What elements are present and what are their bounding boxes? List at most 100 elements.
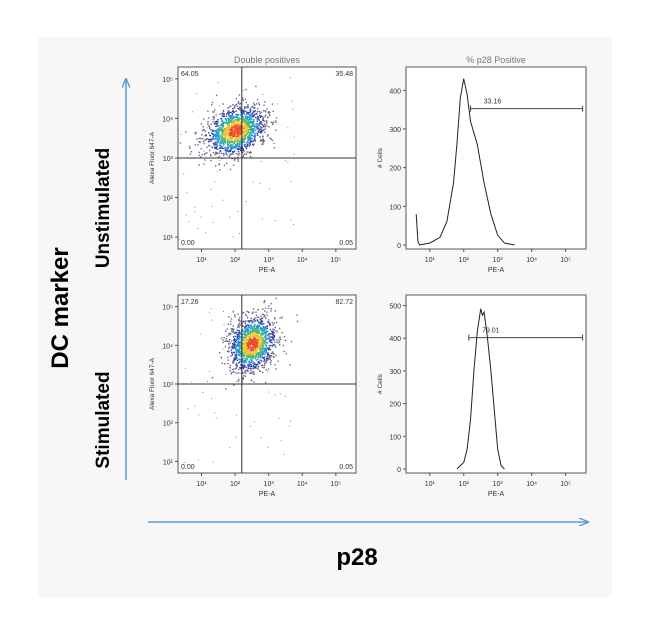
event-point (258, 125, 260, 127)
event-point (259, 353, 261, 356)
event-point (230, 153, 232, 156)
event-point (275, 368, 277, 370)
event-point (237, 128, 239, 131)
event-point (257, 348, 259, 350)
event-point (219, 135, 221, 137)
event-point (260, 339, 262, 341)
event-point (257, 309, 259, 311)
event-point (241, 149, 244, 152)
event-point (245, 117, 247, 119)
event-point (221, 136, 223, 139)
event-point (230, 137, 232, 139)
event-point (262, 344, 264, 346)
event-point (246, 112, 248, 114)
event-point (251, 342, 253, 345)
outlier-point (223, 324, 225, 326)
event-point (252, 340, 254, 343)
event-point (236, 329, 238, 332)
x-tick-label: 10³ (493, 481, 504, 488)
event-point (249, 348, 252, 350)
event-point (236, 365, 238, 367)
event-point (243, 333, 245, 335)
event-point (236, 135, 238, 138)
outlier-point (214, 181, 216, 183)
event-point (229, 131, 231, 133)
event-point (238, 152, 241, 155)
event-point (207, 123, 209, 125)
event-point (254, 331, 256, 334)
event-point (238, 132, 240, 134)
event-point (254, 327, 256, 330)
event-point (240, 148, 242, 150)
event-point (257, 326, 260, 329)
event-point (239, 350, 242, 352)
event-point (269, 137, 271, 139)
event-point (251, 358, 253, 361)
event-point (241, 119, 244, 121)
event-point (244, 116, 246, 118)
event-point (215, 122, 217, 125)
event-point (240, 340, 242, 343)
event-point (221, 127, 223, 129)
outlier-point (188, 221, 190, 222)
event-point (233, 384, 235, 386)
event-point (237, 137, 240, 140)
event-point (206, 152, 208, 154)
event-point (246, 130, 248, 133)
event-point (240, 346, 242, 348)
event-point (228, 110, 230, 112)
event-point (246, 357, 248, 360)
event-point (233, 134, 235, 136)
event-point (250, 343, 252, 345)
event-point (234, 371, 236, 373)
event-point (250, 130, 253, 132)
event-point (272, 121, 275, 123)
event-point (243, 124, 246, 127)
event-point (244, 349, 247, 352)
event-point (230, 320, 232, 323)
event-point (248, 342, 250, 345)
event-point (230, 124, 233, 127)
event-point (252, 125, 254, 127)
event-point (244, 125, 247, 128)
event-point (262, 117, 265, 119)
event-point (270, 339, 272, 341)
event-point (250, 355, 253, 358)
histogram-line (456, 308, 505, 470)
event-point (229, 115, 231, 117)
event-point (272, 339, 275, 341)
event-point (236, 124, 238, 126)
event-point (243, 343, 246, 345)
event-point (205, 134, 207, 136)
event-point (219, 113, 221, 115)
event-point (252, 332, 254, 334)
event-point (231, 137, 233, 140)
event-point (247, 118, 249, 121)
event-point (243, 119, 245, 121)
event-point (225, 340, 228, 342)
event-point (267, 342, 269, 344)
event-point (270, 352, 272, 355)
event-point (233, 138, 236, 141)
event-point (251, 341, 254, 343)
event-point (235, 350, 237, 352)
event-point (256, 111, 259, 113)
event-point (238, 332, 241, 334)
flow-cytometry-figure: DC marker p28 Unstimulated Stimulated Do… (38, 37, 612, 597)
event-point (255, 336, 258, 338)
event-point (272, 333, 274, 336)
event-point (260, 323, 262, 325)
event-point (268, 319, 270, 321)
outlier-point (229, 447, 231, 449)
event-point (198, 137, 200, 140)
event-point (253, 120, 255, 123)
event-point (249, 355, 251, 357)
event-point (255, 314, 258, 316)
event-point (254, 344, 256, 346)
event-point (246, 358, 249, 361)
event-point (268, 126, 270, 128)
outlier-point (185, 214, 187, 216)
event-point (246, 115, 248, 118)
outlier-point (210, 188, 212, 190)
event-point (262, 143, 264, 145)
